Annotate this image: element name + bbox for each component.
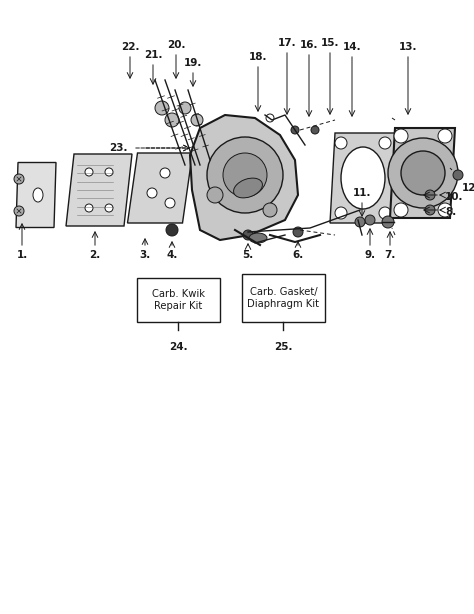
Ellipse shape: [249, 233, 267, 243]
Circle shape: [438, 203, 452, 217]
Circle shape: [335, 137, 347, 149]
Circle shape: [155, 101, 169, 115]
Text: 15.: 15.: [321, 38, 339, 48]
Circle shape: [355, 217, 365, 227]
Circle shape: [85, 168, 93, 176]
Circle shape: [453, 170, 463, 180]
Circle shape: [311, 126, 319, 134]
Circle shape: [147, 188, 157, 198]
Polygon shape: [128, 153, 192, 223]
Text: 9.: 9.: [365, 250, 375, 260]
Circle shape: [105, 204, 113, 212]
Circle shape: [266, 114, 274, 122]
Ellipse shape: [341, 147, 385, 209]
Text: 25.: 25.: [274, 342, 293, 352]
Circle shape: [243, 230, 253, 240]
Circle shape: [14, 174, 24, 184]
Text: 19.: 19.: [184, 58, 202, 68]
Circle shape: [165, 113, 179, 127]
Circle shape: [166, 224, 178, 236]
Circle shape: [179, 102, 191, 114]
Circle shape: [191, 114, 203, 126]
Circle shape: [365, 215, 375, 225]
Text: 6.: 6.: [292, 250, 304, 260]
Polygon shape: [190, 115, 298, 240]
Text: 1.: 1.: [17, 250, 27, 260]
Circle shape: [85, 204, 93, 212]
Circle shape: [401, 151, 445, 195]
Text: 12.: 12.: [462, 183, 474, 193]
Circle shape: [293, 227, 303, 237]
Ellipse shape: [234, 178, 263, 198]
Circle shape: [388, 138, 458, 208]
Circle shape: [438, 129, 452, 143]
Polygon shape: [390, 128, 455, 218]
Text: 7.: 7.: [384, 250, 396, 260]
Text: 3.: 3.: [139, 250, 151, 260]
Polygon shape: [66, 154, 132, 226]
Circle shape: [263, 203, 277, 217]
Text: 17.: 17.: [278, 38, 296, 48]
Text: 22.: 22.: [121, 42, 139, 52]
Bar: [137, 278, 220, 322]
Circle shape: [207, 137, 283, 213]
Text: 20.: 20.: [167, 40, 185, 50]
Text: 18.: 18.: [249, 52, 267, 62]
Circle shape: [105, 168, 113, 176]
Circle shape: [382, 216, 394, 228]
Text: 2.: 2.: [90, 250, 100, 260]
Text: 4.: 4.: [166, 250, 178, 260]
Text: 14.: 14.: [343, 42, 361, 52]
Text: 24.: 24.: [169, 342, 188, 352]
Circle shape: [291, 126, 299, 134]
Text: 5.: 5.: [242, 250, 254, 260]
Circle shape: [14, 206, 24, 216]
Text: Carb. Gasket/
Diaphragm Kit: Carb. Gasket/ Diaphragm Kit: [247, 287, 319, 309]
Text: 13.: 13.: [399, 42, 417, 52]
Text: 11.: 11.: [353, 188, 371, 198]
Text: 21.: 21.: [144, 50, 162, 60]
Circle shape: [223, 153, 267, 197]
Circle shape: [379, 207, 391, 219]
Circle shape: [425, 205, 435, 215]
Text: Carb. Kwik
Repair Kit: Carb. Kwik Repair Kit: [152, 289, 205, 311]
Bar: [242, 274, 325, 322]
Text: 16.: 16.: [300, 40, 318, 50]
Circle shape: [394, 203, 408, 217]
Circle shape: [425, 190, 435, 200]
Circle shape: [165, 198, 175, 208]
Polygon shape: [16, 163, 56, 228]
Text: 8.: 8.: [445, 207, 456, 217]
Circle shape: [335, 207, 347, 219]
Polygon shape: [330, 133, 395, 223]
Ellipse shape: [33, 188, 43, 202]
Circle shape: [379, 137, 391, 149]
Circle shape: [394, 129, 408, 143]
Circle shape: [207, 187, 223, 203]
Circle shape: [160, 168, 170, 178]
Text: 10.: 10.: [445, 192, 464, 202]
Text: 23.: 23.: [109, 143, 128, 153]
